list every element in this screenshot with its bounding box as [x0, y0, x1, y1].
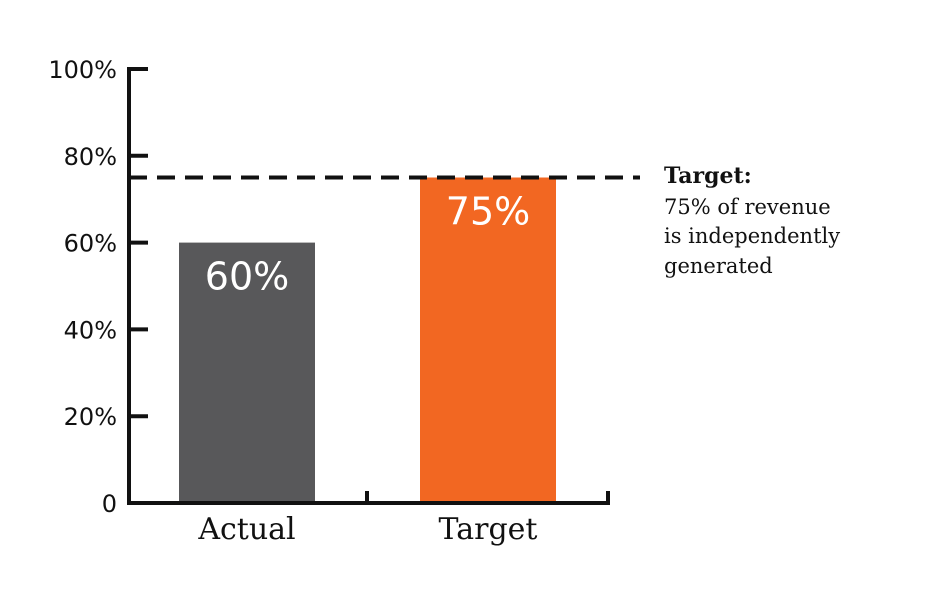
y-axis-ticks: 0 20% 40% 60% 80% 100%: [48, 56, 148, 518]
bar-value-label-actual: 60%: [205, 255, 289, 299]
y-tick-label: 60%: [64, 230, 117, 258]
category-label-actual: Actual: [197, 512, 295, 547]
x-axis-ticks: [365, 491, 610, 503]
y-tick-label: 20%: [64, 403, 117, 431]
bar-value-labels: 60% 75%: [205, 190, 530, 299]
annotation-title: Target:: [664, 163, 752, 189]
target-annotation: Target: 75% of revenue is independently …: [664, 163, 840, 278]
y-tick-label: 0: [102, 490, 117, 518]
y-tick-label: 40%: [64, 316, 117, 344]
annotation-line-2: is independently: [664, 224, 840, 248]
y-tick-label: 100%: [48, 56, 117, 84]
bar-target: [420, 177, 556, 501]
annotation-line-3: generated: [664, 254, 773, 278]
y-tick-label: 80%: [64, 143, 117, 171]
category-label-target: Target: [439, 512, 538, 547]
bar-value-label-target: 75%: [446, 190, 530, 234]
bar-actual: [179, 242, 315, 501]
annotation-line-1: 75% of revenue: [664, 195, 831, 219]
bars: [179, 177, 556, 501]
category-labels: Actual Target: [197, 512, 537, 547]
